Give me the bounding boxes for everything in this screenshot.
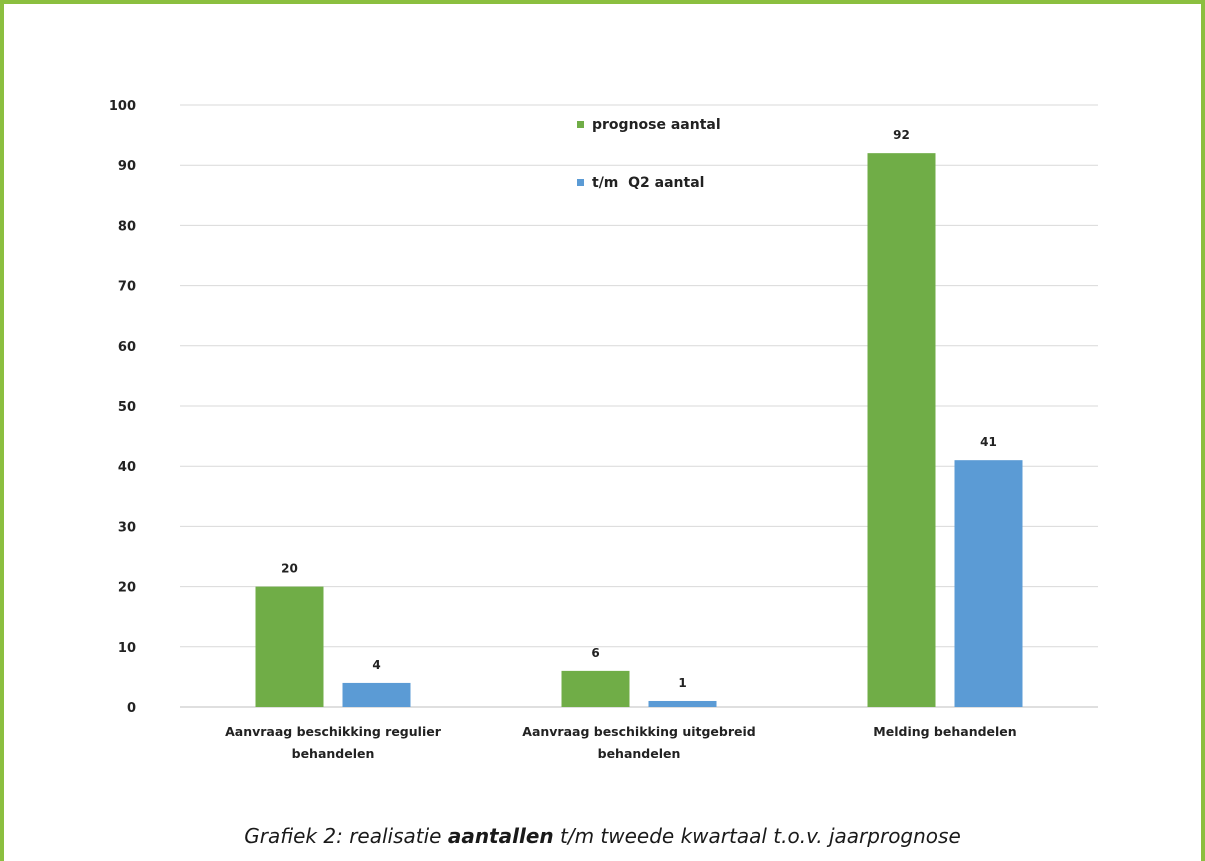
y-tick-label: 20 <box>118 581 136 596</box>
bar <box>648 700 717 707</box>
caption-prefix: Grafiek 2: realisatie <box>244 824 448 848</box>
y-tick-label: 80 <box>118 219 136 234</box>
data-label: 4 <box>372 658 380 672</box>
y-tick-label: 60 <box>118 340 136 355</box>
x-category-label: Melding behandelen <box>873 724 1016 739</box>
data-label: 41 <box>980 435 997 449</box>
y-tick-label: 50 <box>118 400 136 415</box>
legend-swatch <box>577 121 584 128</box>
bar-chart: 0 10 20 30 40 50 60 70 80 90 100 20 4 6 1 92 41 Aanvraa… <box>109 99 1098 761</box>
bar <box>954 460 1023 707</box>
x-category-label: Aanvraag beschikking regulier <box>225 724 442 739</box>
x-axis-categories: Aanvraag beschikking regulier behandelen A… <box>225 724 1017 761</box>
bar <box>342 682 411 707</box>
y-tick-label: 90 <box>118 159 136 174</box>
y-tick-label: 40 <box>118 460 136 475</box>
y-axis-ticks: 0 10 20 30 40 50 60 70 80 90 100 <box>109 99 136 716</box>
legend-label: t/m Q2 aantal <box>592 175 704 191</box>
caption-bold: aantallen <box>447 824 554 848</box>
data-labels: 20 4 6 1 92 41 <box>281 128 997 690</box>
bar <box>255 586 324 707</box>
caption-suffix: t/m tweede kwartaal t.o.v. jaarprognose <box>553 824 961 848</box>
y-tick-label: 100 <box>109 99 136 114</box>
bar <box>561 670 630 707</box>
y-tick-label: 0 <box>127 701 136 716</box>
figure-caption: Grafiek 2: realisatie aantallen t/m twee… <box>0 824 1205 848</box>
bar <box>867 153 936 707</box>
y-tick-label: 10 <box>118 641 136 656</box>
bars <box>255 153 1023 707</box>
data-label: 20 <box>281 562 298 576</box>
legend-label: prognose aantal <box>592 117 721 133</box>
x-category-label: behandelen <box>598 746 681 761</box>
legend-swatch <box>577 179 584 186</box>
y-tick-label: 30 <box>118 520 136 535</box>
x-category-label: Aanvraag beschikking uitgebreid <box>522 724 755 739</box>
grid-lines <box>180 104 1098 708</box>
y-tick-label: 70 <box>118 280 136 295</box>
data-label: 6 <box>591 646 599 660</box>
data-label: 92 <box>893 128 910 142</box>
legend: prognose aantal t/m Q2 aantal <box>577 117 721 191</box>
data-label: 1 <box>678 676 686 690</box>
x-category-label: behandelen <box>292 746 375 761</box>
